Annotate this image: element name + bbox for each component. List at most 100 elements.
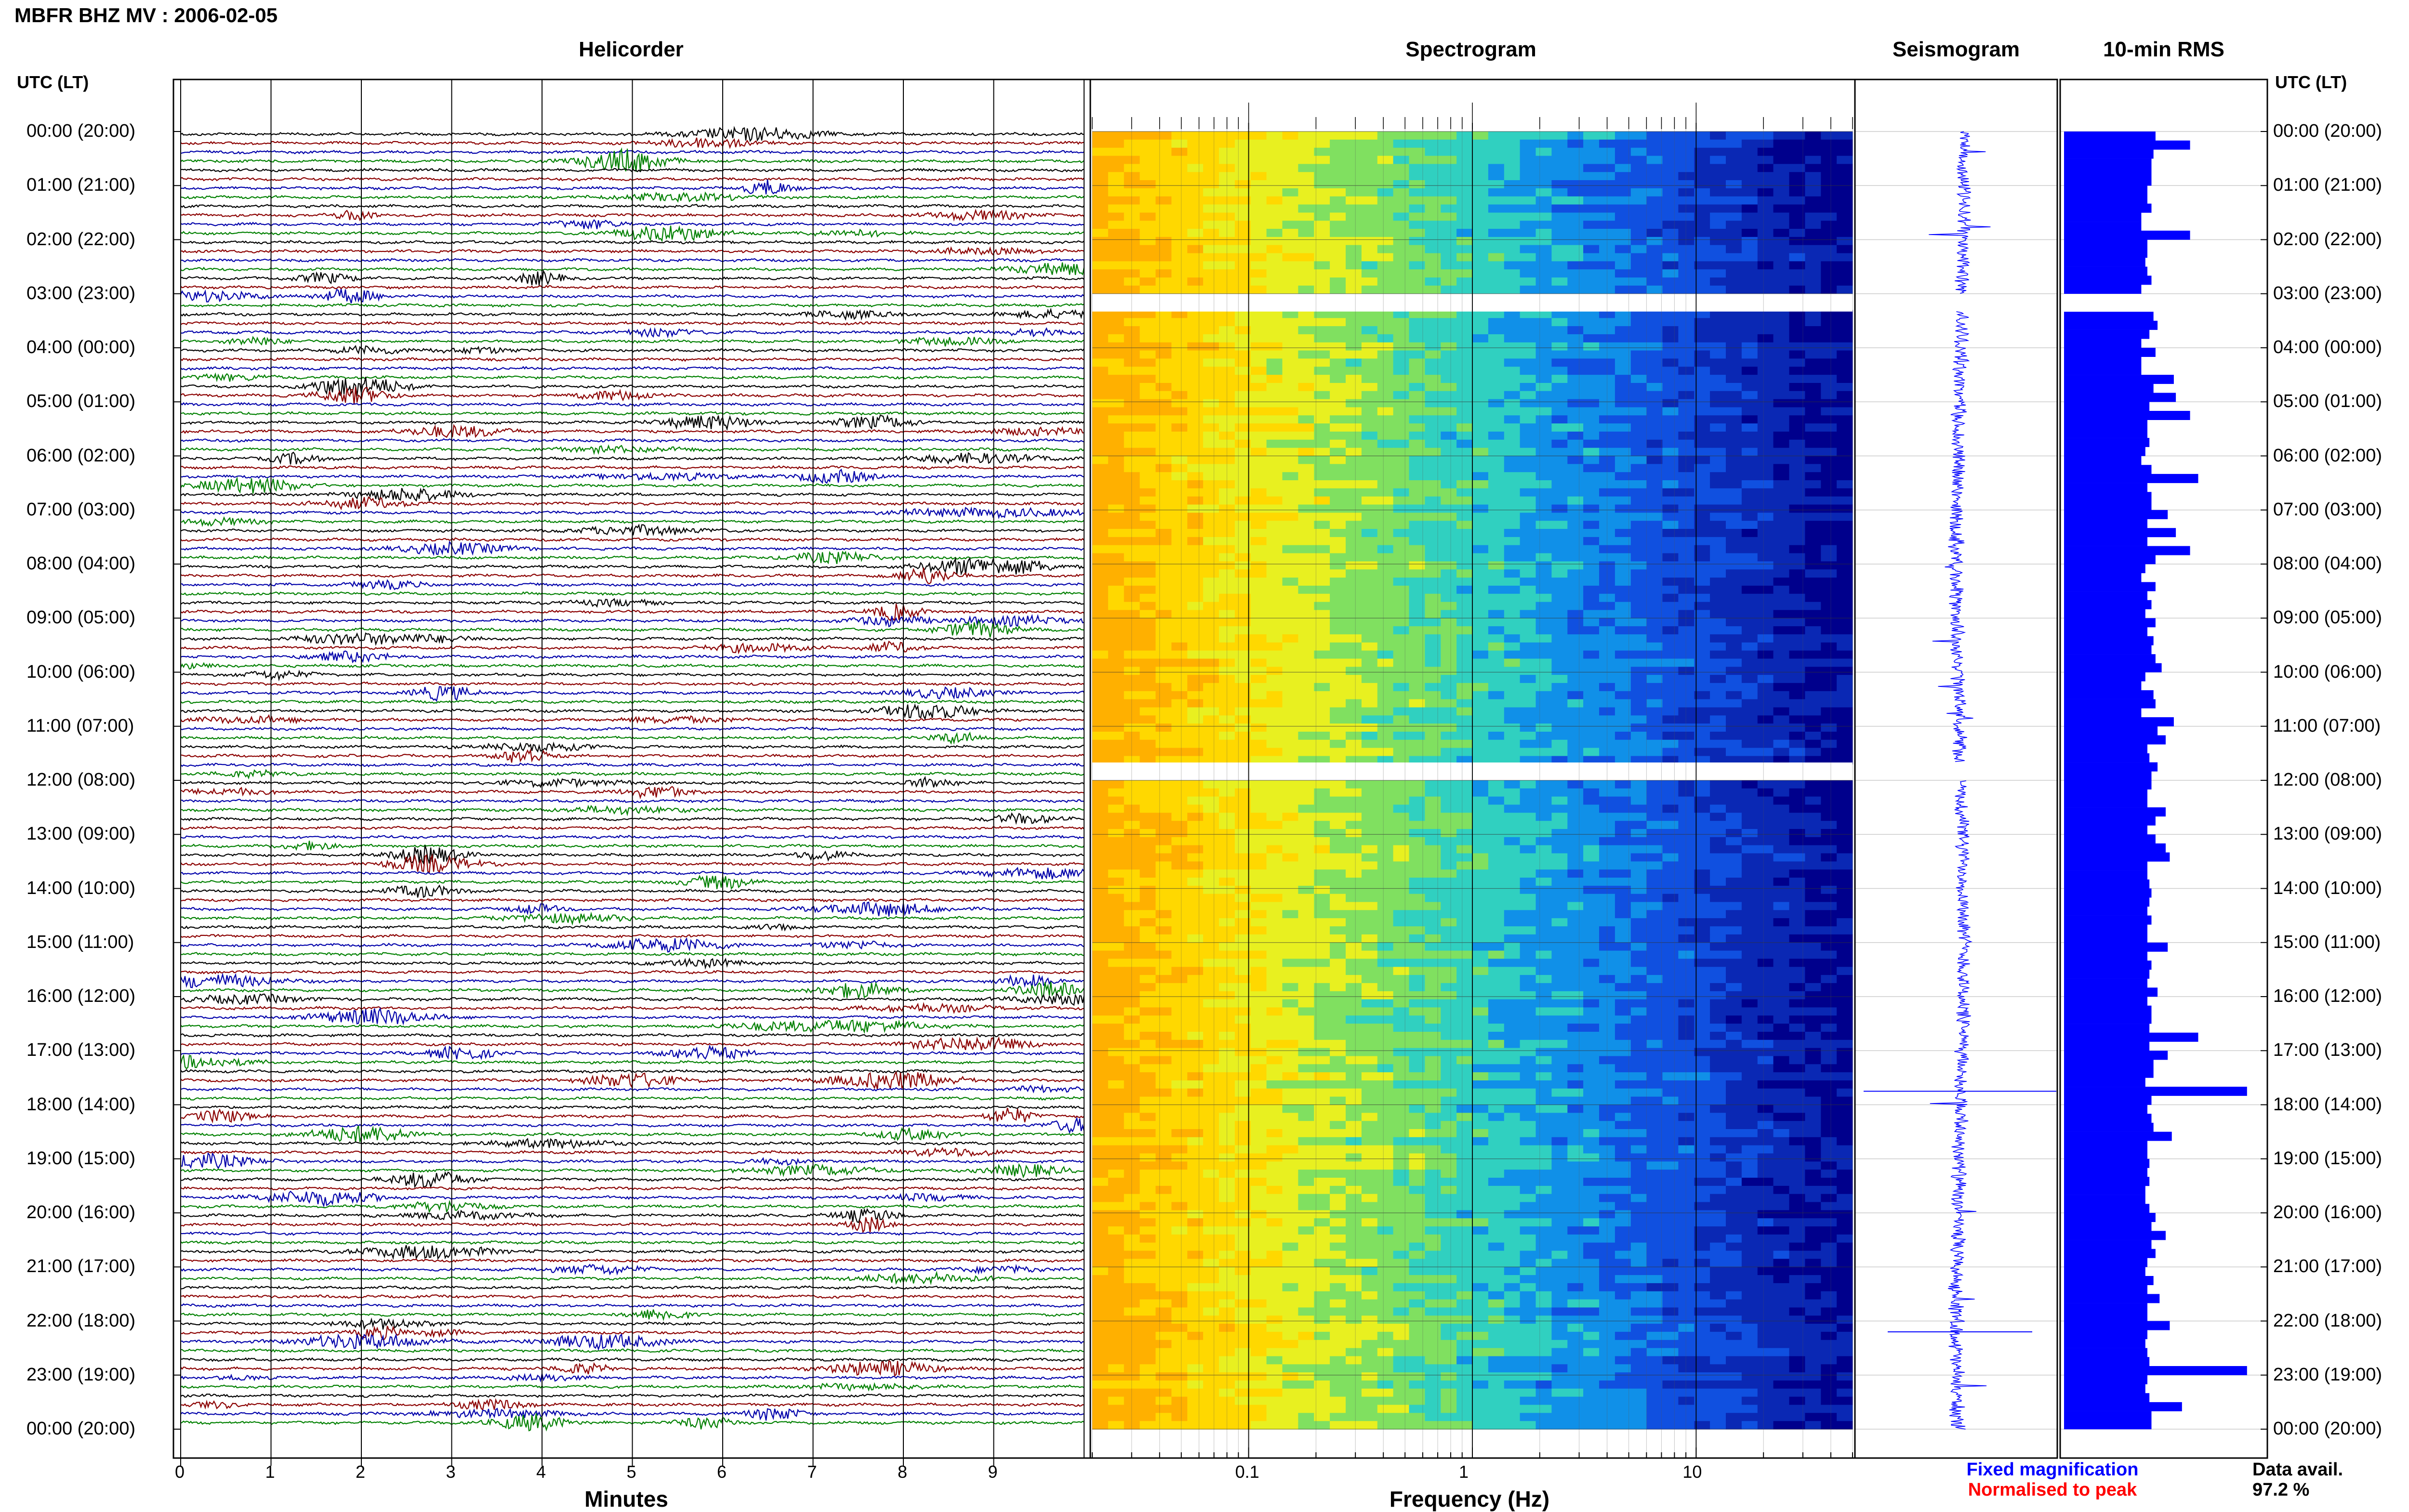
spectrogram-cell [1630, 318, 1647, 327]
spectrogram-cell [1551, 578, 1568, 586]
spectrogram-cell [1567, 683, 1584, 692]
spectrogram-cell [1583, 796, 1600, 805]
spectrogram-cell [1710, 926, 1726, 935]
spectrogram-cell [1599, 529, 1615, 538]
spectrogram-cell [1520, 439, 1536, 448]
spectrogram-cell [1837, 350, 1853, 359]
spectrogram-cell [1504, 683, 1521, 692]
spectrogram-cell [1646, 172, 1663, 181]
spectrogram-cell [1488, 245, 1505, 254]
spectrogram-cell [1219, 156, 1235, 164]
spectrogram-cell [1678, 350, 1694, 359]
spectrogram-cell [1282, 626, 1298, 635]
spectrogram-cell [1726, 618, 1742, 627]
spectrogram-cell [1662, 423, 1679, 432]
spectrogram-cell [1393, 813, 1410, 821]
spectrogram-cell [1646, 796, 1663, 805]
spectrogram-cell [1250, 739, 1267, 749]
spectrogram-cell [1488, 480, 1505, 489]
spectrogram-cell [1441, 926, 1457, 935]
spectrogram-cell [1234, 699, 1251, 708]
spectrogram-cell [1250, 910, 1267, 919]
spectrogram-cell [1694, 610, 1710, 618]
spectrogram-cell [1346, 180, 1362, 189]
spectrogram-cell [1694, 739, 1710, 749]
spectrogram-cell [1314, 253, 1330, 262]
spectrogram-cell [1282, 675, 1298, 684]
spectrogram-cell [1504, 593, 1521, 603]
spectrogram-cell [1741, 837, 1758, 846]
spectrogram-cell [1314, 423, 1330, 432]
spectrogram-cell [1615, 650, 1631, 659]
spectrogram-cell [1726, 480, 1742, 489]
spectrogram-cell [1694, 561, 1710, 570]
spectrogram-cell [1583, 253, 1600, 262]
spectrogram-cell [1250, 618, 1267, 627]
spectrogram-cell [1805, 326, 1821, 335]
spectrogram-cell [1520, 715, 1536, 724]
spectrogram-cell [1330, 821, 1346, 829]
spectrogram-cell [1171, 739, 1188, 749]
spectrogram-cell [1726, 748, 1742, 756]
spectrogram-cell [1646, 918, 1663, 927]
spectrogram-cell [1710, 529, 1726, 538]
spectrogram-cell [1330, 334, 1346, 343]
spectrogram-cell [1092, 521, 1109, 529]
spectrogram-cell [1361, 707, 1378, 716]
spectrogram-cell [1551, 878, 1568, 886]
spectrogram-cell [1504, 845, 1521, 854]
spectrogram-cell [1441, 447, 1457, 457]
spectrogram-cell [1710, 245, 1726, 254]
spectrogram-cell [1234, 164, 1251, 172]
spectrogram-cell [1346, 837, 1362, 846]
spectrogram-cell [1314, 504, 1330, 513]
spectrogram-cell [1567, 488, 1584, 497]
spectrogram-cell [1330, 642, 1346, 651]
spectrogram-cell [1234, 545, 1251, 554]
spectrogram-cell [1266, 861, 1283, 870]
spectrogram-cell [1234, 569, 1251, 578]
spectrogram-cell [1472, 618, 1489, 627]
spectrogram-cell [1282, 918, 1298, 927]
spectrogram-cell [1314, 569, 1330, 578]
spectrogram-cell [1155, 894, 1172, 903]
spectrogram-cell [1646, 318, 1663, 327]
spectrogram-cell [1108, 269, 1125, 278]
spectrogram-cell [1219, 391, 1235, 400]
spectrogram-cell [1234, 456, 1251, 464]
spectrogram-cell [1171, 334, 1188, 343]
spectrogram-cell [1741, 521, 1758, 529]
spectrogram-cell [1504, 488, 1521, 497]
spectrogram-cell [1346, 683, 1362, 692]
spectrogram-cell [1630, 699, 1647, 708]
spectrogram-cell [1425, 683, 1441, 692]
spectrogram-cell [1757, 375, 1774, 383]
spectrogram-cell [1441, 383, 1457, 392]
spectrogram-cell [1393, 918, 1410, 927]
spectrogram-cell [1187, 732, 1204, 740]
spectrogram-cell [1678, 245, 1694, 254]
spectrogram-cell [1567, 642, 1584, 651]
spectrogram-cell [1282, 650, 1298, 659]
spectrogram-cell [1535, 269, 1552, 278]
spectrogram-cell [1599, 813, 1615, 821]
spectrogram-cell [1203, 715, 1219, 724]
spectrogram-cell [1171, 326, 1188, 335]
spectrogram-cell [1441, 367, 1457, 375]
spectrogram-cell [1504, 902, 1521, 910]
spectrogram-cell [1266, 748, 1283, 756]
spectrogram-cell [1488, 739, 1505, 749]
spectrogram-cell [1282, 683, 1298, 692]
spectrogram-cell [1155, 683, 1172, 692]
spectrogram-cell [1298, 391, 1314, 400]
spectrogram-cell [1805, 715, 1821, 724]
spectrogram-cell [1630, 464, 1647, 473]
spectrogram-cell [1472, 975, 1489, 984]
spectrogram-cell [1789, 683, 1805, 692]
spectrogram-cell [1393, 521, 1410, 529]
spectrogram-cell [1219, 367, 1235, 375]
spectrogram-cell [1789, 277, 1805, 286]
spectrogram-cell [1630, 885, 1647, 894]
spectrogram-cell [1520, 634, 1536, 643]
spectrogram-cell [1551, 707, 1568, 716]
